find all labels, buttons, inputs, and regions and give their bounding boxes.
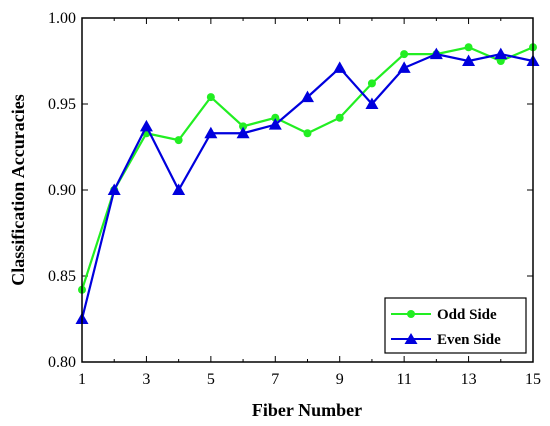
data-point-even-side bbox=[268, 118, 282, 130]
data-point-even-side bbox=[333, 61, 347, 73]
x-tick-label: 9 bbox=[336, 371, 344, 388]
data-point-odd-side bbox=[400, 50, 409, 59]
y-tick-label: 1.00 bbox=[48, 10, 76, 27]
legend-marker-even-side bbox=[404, 333, 418, 344]
y-tick-label: 0.90 bbox=[48, 182, 76, 199]
data-point-even-side bbox=[301, 90, 314, 103]
x-tick-label: 13 bbox=[461, 371, 477, 388]
data-point-even-side bbox=[462, 54, 476, 66]
legend-label-even-side: Even Side bbox=[437, 332, 501, 348]
data-point-even-side bbox=[204, 126, 218, 139]
data-point-even-side bbox=[429, 47, 443, 60]
data-point-odd-side bbox=[464, 43, 473, 52]
data-point-even-side bbox=[397, 61, 411, 73]
y-tick-label: 0.85 bbox=[48, 268, 76, 285]
y-tick-label: 0.95 bbox=[48, 96, 76, 113]
legend-label-odd-side: Odd Side bbox=[437, 307, 497, 323]
data-point-even-side bbox=[139, 119, 153, 132]
data-point-even-side bbox=[365, 97, 379, 109]
data-point-odd-side bbox=[174, 136, 183, 145]
data-point-even-side bbox=[172, 183, 186, 195]
y-axis-title: Classification Accuracies bbox=[8, 94, 28, 285]
x-tick-label: 5 bbox=[207, 371, 215, 388]
x-tick-label: 15 bbox=[525, 371, 541, 388]
data-point-odd-side bbox=[303, 129, 312, 138]
data-point-odd-side bbox=[367, 79, 376, 88]
x-tick-label: 7 bbox=[271, 371, 279, 388]
y-tick-label: 0.80 bbox=[48, 354, 76, 371]
data-point-even-side bbox=[494, 47, 508, 60]
data-point-odd-side bbox=[335, 113, 344, 122]
x-tick-label: 1 bbox=[78, 371, 86, 388]
x-tick-label: 3 bbox=[142, 371, 150, 388]
plot-frame bbox=[81, 17, 534, 363]
data-point-odd-side bbox=[206, 93, 215, 102]
tick-labels: 1 3 5 7 9 11 13 150.800.850.900.951.00 bbox=[48, 10, 541, 388]
legend-marker-odd-side bbox=[407, 310, 415, 318]
data-point-even-side bbox=[236, 126, 250, 139]
data-point-even-side bbox=[107, 183, 121, 195]
data-point-odd-side bbox=[271, 113, 280, 122]
x-axis-title: Fiber Number bbox=[252, 400, 362, 420]
legend: Odd Side Even Side bbox=[384, 297, 527, 354]
x-tick-label: 11 bbox=[396, 371, 411, 388]
data-point-odd-side bbox=[239, 122, 248, 131]
